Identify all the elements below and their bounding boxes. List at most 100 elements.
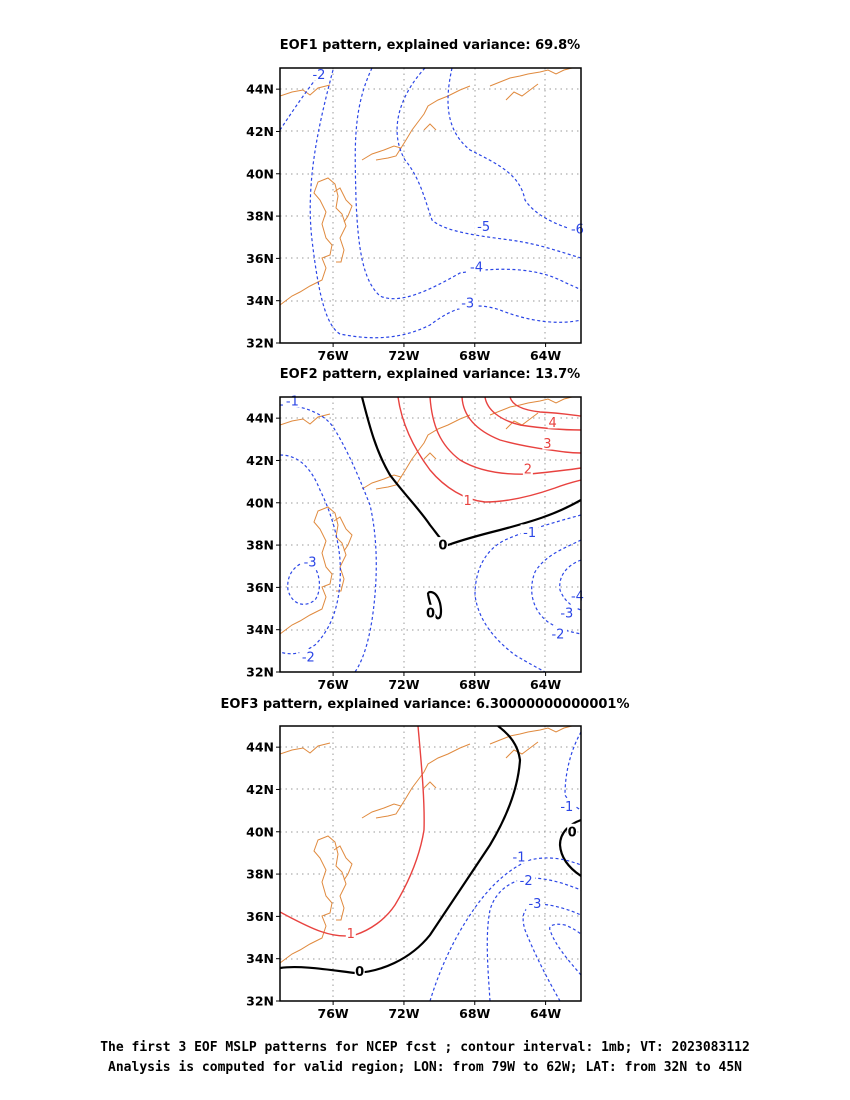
contour-label: -2 <box>312 68 325 83</box>
y-tick-label: 36N <box>246 251 274 266</box>
contour-label: 1 <box>464 494 472 509</box>
contour-label: -3 <box>461 296 474 311</box>
eof1-title: EOF1 pattern, explained variance: 69.8% <box>280 38 580 53</box>
eof1-coastline <box>280 68 575 306</box>
y-tick-label: 32N <box>246 994 274 1009</box>
eof3-contour-labels: 1 0 0 -1 -1 -2 -3 <box>345 798 578 980</box>
y-tick-label: 32N <box>246 665 274 680</box>
contour-label: 3 <box>543 437 551 452</box>
x-tick-label: 64W <box>530 677 561 692</box>
y-tick-label: 44N <box>246 740 274 755</box>
x-tick-label: 64W <box>530 348 561 363</box>
contour-label-background <box>517 872 536 887</box>
contour-label: -4 <box>470 260 483 275</box>
contour-label-background <box>567 823 578 838</box>
contour-label-background <box>557 604 576 619</box>
eof1-gridlines <box>280 68 581 343</box>
contour-label: -5 <box>477 220 490 235</box>
contour-label-background <box>568 220 587 235</box>
x-tick-label: 72W <box>388 677 419 692</box>
y-tick-label: 42N <box>246 453 274 468</box>
y-tick-label: 44N <box>246 411 274 426</box>
contour-label-background <box>547 414 558 429</box>
eof3-axes: 76W 72W 68W 64W 32N 34N 36N 38N 40N 42N 44N <box>246 740 561 1021</box>
contour-label: 0 <box>426 606 435 621</box>
y-tick-label: 34N <box>246 951 274 966</box>
contour-label: 0 <box>438 539 447 554</box>
contour-label-background <box>522 460 533 475</box>
x-tick-label: 64W <box>530 1006 561 1021</box>
x-tick-label: 76W <box>318 677 349 692</box>
contour-label-background <box>458 294 477 309</box>
contour-label: -1 <box>286 395 299 410</box>
contour-label: 4 <box>549 416 557 431</box>
y-tick-label: 38N <box>246 209 274 224</box>
contour-label-background <box>520 524 539 539</box>
eof2-title: EOF2 pattern, explained variance: 13.7% <box>280 367 580 382</box>
contour-label-background <box>542 435 553 450</box>
eof3-title: EOF3 pattern, explained variance: 6.3000… <box>221 697 630 712</box>
contour-label-background <box>467 258 486 273</box>
contour-label: -1 <box>560 800 573 815</box>
eof2-axes: 76W 72W 68W 64W 32N 34N 36N 38N 40N 42N 44N <box>246 411 561 692</box>
eof2-panel: EOF2 pattern, explained variance: 13.7% <box>246 367 587 692</box>
y-tick-label: 34N <box>246 293 274 308</box>
contour-label: -3 <box>304 556 317 571</box>
eof1-axes: 76W 72W 68W 64W 32N 34N 36N 38N 40N 42N 44N <box>246 82 561 363</box>
contour-label-background <box>437 537 448 552</box>
y-tick-label: 40N <box>246 495 274 510</box>
eof3-positive-contours <box>280 726 425 937</box>
contour-label-background <box>557 798 576 813</box>
contour-label: -2 <box>551 627 564 642</box>
eof2-gridlines <box>280 397 581 672</box>
y-tick-label: 38N <box>246 867 274 882</box>
contour-label-background <box>425 604 436 619</box>
x-tick-label: 76W <box>318 348 349 363</box>
contour-label-background <box>525 895 544 910</box>
contour-label: -6 <box>571 222 584 237</box>
eof2-coastline <box>280 397 575 635</box>
contour-label-background <box>474 218 493 233</box>
contour-label: 1 <box>347 927 355 942</box>
eof2-positive-contours <box>397 397 581 503</box>
contour-label: -2 <box>302 651 315 666</box>
eof1-contours <box>280 68 581 339</box>
contour-label-background <box>345 925 356 940</box>
contour-label: -4 <box>571 589 584 604</box>
y-tick-label: 42N <box>246 124 274 139</box>
contour-label-background <box>309 66 328 81</box>
footer-line-2: Analysis is computed for valid region; L… <box>108 1060 742 1075</box>
y-tick-label: 44N <box>246 82 274 97</box>
y-tick-label: 42N <box>246 782 274 797</box>
y-tick-label: 34N <box>246 622 274 637</box>
x-tick-label: 72W <box>388 348 419 363</box>
footer-line-1: The first 3 EOF MSLP patterns for NCEP f… <box>100 1040 750 1055</box>
y-tick-label: 40N <box>246 166 274 181</box>
contour-label: 0 <box>568 825 577 840</box>
contour-label-background <box>568 587 587 602</box>
contour-label: -1 <box>523 526 536 541</box>
x-tick-label: 76W <box>318 1006 349 1021</box>
eof3-panel: EOF3 pattern, explained variance: 6.3000… <box>221 697 630 1021</box>
contour-label-background <box>354 963 365 978</box>
y-tick-label: 40N <box>246 824 274 839</box>
x-tick-label: 68W <box>459 1006 490 1021</box>
contour-label: -2 <box>520 874 533 889</box>
y-tick-label: 32N <box>246 336 274 351</box>
y-tick-label: 36N <box>246 580 274 595</box>
contour-label-background <box>510 849 529 864</box>
contour-label-background <box>462 492 473 507</box>
y-tick-label: 38N <box>246 538 274 553</box>
x-tick-label: 72W <box>388 1006 419 1021</box>
contour-label: -1 <box>513 851 526 866</box>
y-tick-label: 36N <box>246 909 274 924</box>
contour-label: -3 <box>528 897 541 912</box>
eof1-panel: EOF1 pattern, explained variance: 69.8% <box>246 38 587 363</box>
eof2-contour-labels: -1 -3 -2 0 0 1 23 4 -1 -4 -3 -2 <box>283 393 587 666</box>
eof3-negative-contours <box>429 731 581 1001</box>
contour-label-background <box>548 625 567 640</box>
contour-label-background <box>301 554 320 568</box>
eof3-coastline <box>280 726 575 964</box>
eof1-frame <box>279 67 582 344</box>
